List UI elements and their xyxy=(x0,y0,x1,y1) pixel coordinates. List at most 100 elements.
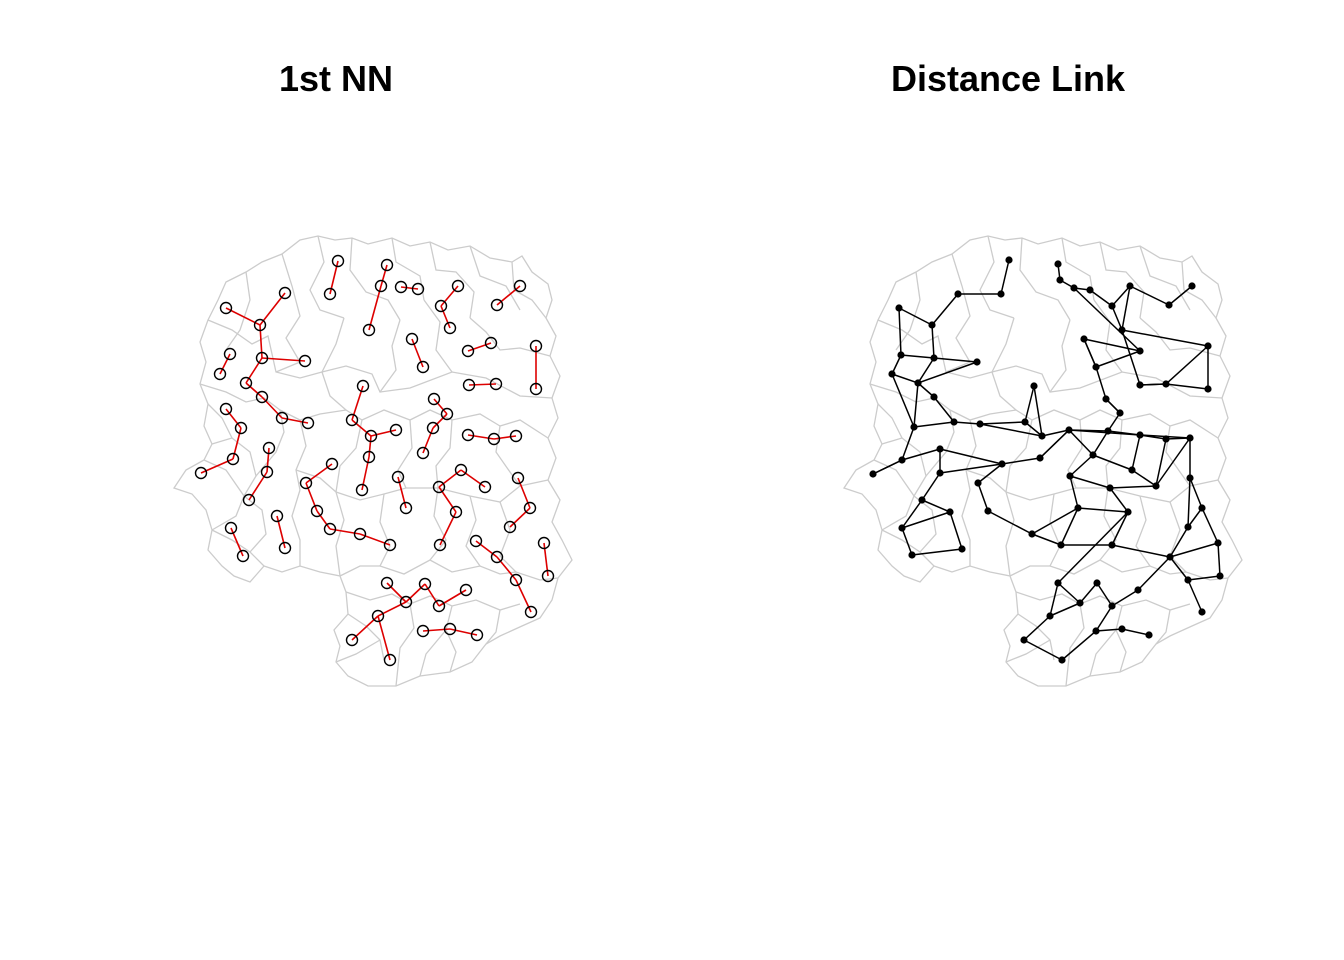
region-centroid xyxy=(1089,451,1097,459)
distance-link xyxy=(901,511,951,529)
distance-link xyxy=(1060,507,1079,546)
distance-link xyxy=(979,423,1043,437)
distance-link xyxy=(933,357,978,363)
region-centroid xyxy=(345,413,359,427)
region-centroid xyxy=(997,290,1005,298)
region-centroid xyxy=(255,390,269,404)
region-centroid xyxy=(1184,576,1192,584)
region-centroid xyxy=(1184,523,1192,531)
region-centroid xyxy=(1152,482,1160,490)
region-centroid xyxy=(278,541,292,555)
nn-link xyxy=(386,582,407,603)
region-centroid xyxy=(364,429,378,443)
region-centroid xyxy=(897,351,905,359)
region-centroid xyxy=(490,550,504,564)
region-centroid xyxy=(1093,579,1101,587)
region-centroid xyxy=(984,507,992,515)
distance-link xyxy=(1057,582,1081,604)
distance-link xyxy=(1061,630,1097,661)
distance-link xyxy=(1217,542,1221,577)
region-centroid xyxy=(371,609,385,623)
distance-link xyxy=(1041,429,1070,437)
region-centroid xyxy=(487,432,501,446)
distance-link xyxy=(1092,454,1133,471)
distance-link xyxy=(1187,579,1203,613)
distance-link xyxy=(1121,285,1131,331)
nn-link xyxy=(449,628,478,636)
nn-link xyxy=(475,540,498,558)
distance-link xyxy=(1109,487,1129,513)
region-centroid xyxy=(976,420,984,428)
distance-link-map xyxy=(842,235,1243,687)
distance-link xyxy=(1095,350,1141,368)
region-centroid xyxy=(898,456,906,464)
region-centroid xyxy=(1204,385,1212,393)
region-centroid xyxy=(936,445,944,453)
distance-link xyxy=(977,482,989,512)
panel-distance-link: Distance Link xyxy=(672,0,1344,960)
region-centroid xyxy=(461,428,475,442)
panel-title: 1st NN xyxy=(278,58,394,99)
distance-link xyxy=(1137,556,1171,591)
nn-link xyxy=(468,383,497,386)
region-centroid xyxy=(362,323,376,337)
distance-link xyxy=(1189,477,1203,509)
region-centroid xyxy=(918,496,926,504)
distance-link xyxy=(1089,289,1113,307)
nn-link xyxy=(422,427,434,454)
region-centroid xyxy=(1162,435,1170,443)
region-centroid xyxy=(1030,382,1038,390)
distance-link xyxy=(1083,338,1141,352)
distance-link xyxy=(917,361,978,384)
distance-link xyxy=(913,382,919,428)
region-centroid xyxy=(930,393,938,401)
region-centroid xyxy=(298,354,312,368)
distance-link xyxy=(1187,575,1221,581)
region-centroid xyxy=(509,429,523,443)
nn-link xyxy=(305,482,318,512)
region-centroid xyxy=(432,480,446,494)
distance-link xyxy=(1069,475,1079,509)
nn-link xyxy=(245,357,263,384)
region-centroid xyxy=(1124,508,1132,516)
distance-link xyxy=(1111,305,1123,331)
nn-link xyxy=(259,292,286,326)
panel-title: Distance Link xyxy=(890,58,1126,99)
region-centroid xyxy=(1128,466,1136,474)
region-centroid xyxy=(489,377,503,391)
nn-link xyxy=(368,285,382,331)
region-centroid xyxy=(1070,284,1078,292)
distance-link xyxy=(911,548,963,556)
distance-link xyxy=(1092,430,1109,456)
distance-link xyxy=(1111,285,1131,307)
distance-link xyxy=(1111,511,1129,546)
region-centroid xyxy=(433,538,447,552)
region-centroid xyxy=(523,501,537,515)
distance-link xyxy=(1155,438,1167,487)
distance-link xyxy=(1107,412,1121,432)
region-centroid xyxy=(461,344,475,358)
distance-link xyxy=(1111,589,1139,607)
region-centroid xyxy=(1038,432,1046,440)
region-centroid xyxy=(355,483,369,497)
distance-link xyxy=(872,459,903,475)
nn-link xyxy=(405,583,426,603)
region-centroid xyxy=(345,633,359,647)
distance-link xyxy=(1096,582,1113,607)
distance-link xyxy=(913,421,955,428)
region-centroid xyxy=(490,298,504,312)
nn-link xyxy=(467,434,495,440)
region-centroid xyxy=(427,392,441,406)
distance-link xyxy=(921,472,941,501)
region-centroid xyxy=(1092,627,1100,635)
region-centroid xyxy=(1198,608,1206,616)
region-centroid xyxy=(1074,504,1082,512)
nn-map xyxy=(172,235,573,687)
region-centroid xyxy=(1076,599,1084,607)
region-centroid xyxy=(416,446,430,460)
region-centroid xyxy=(1166,553,1174,561)
region-centroid xyxy=(1165,301,1173,309)
distance-link xyxy=(977,463,1003,484)
region-centroid xyxy=(440,407,454,421)
region-centroid xyxy=(1056,276,1064,284)
